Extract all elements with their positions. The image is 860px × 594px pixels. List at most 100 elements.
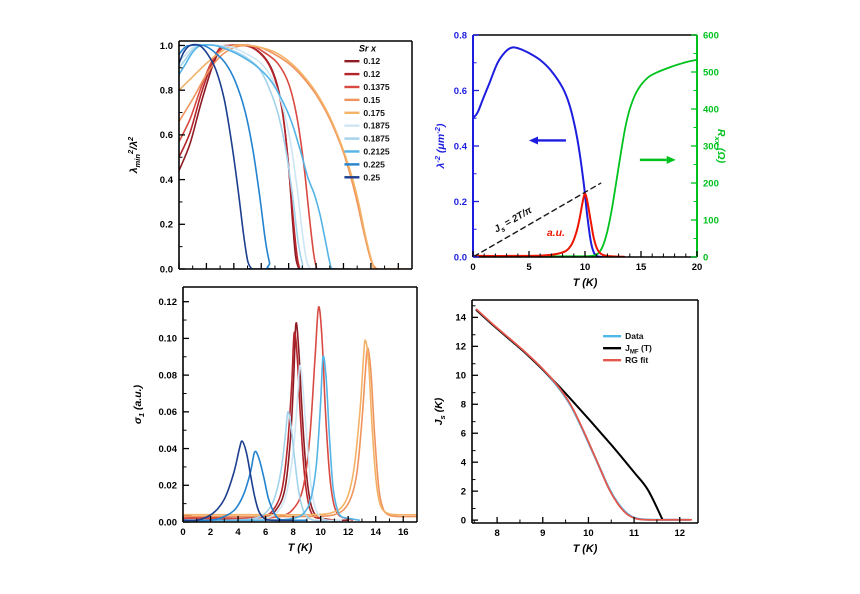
tick-label: 0.00 bbox=[159, 517, 178, 528]
series-lambda-inverse-squared bbox=[473, 46, 604, 257]
series-0.225 bbox=[183, 450, 308, 522]
tick-label: 16 bbox=[398, 527, 409, 538]
series-0.225 bbox=[179, 44, 338, 269]
y-axis-label: λ-2 (μm-2) bbox=[433, 123, 447, 169]
legend-item-label: 0.225 bbox=[363, 159, 385, 169]
series-sigma1-peak-au bbox=[473, 192, 626, 257]
annotation-text: a.u. bbox=[547, 227, 565, 239]
tick-label: 0.0 bbox=[160, 264, 173, 275]
ticks-and-labels: 0 5 10 15 20 0.0 0.2 0.4 0.6 0.8 0 100 200 300 400 500 6… bbox=[454, 30, 719, 273]
tick-label: 10 bbox=[583, 528, 594, 539]
tick-label: 0.06 bbox=[159, 407, 178, 418]
tick-label: 300 bbox=[703, 141, 719, 152]
annotation-text: Js = 2T/π bbox=[492, 204, 535, 236]
legend-item-label: RG fit bbox=[625, 355, 648, 365]
series-BKT-criterion-line bbox=[473, 182, 602, 257]
tick-label: 0 bbox=[703, 252, 708, 263]
tick-label: 1.0 bbox=[160, 41, 173, 52]
series-0.1375 bbox=[183, 306, 354, 521]
series-group bbox=[183, 306, 417, 522]
tick-label: 0.4 bbox=[454, 141, 468, 152]
series-0.2125 bbox=[183, 355, 360, 522]
tick-label: 4 bbox=[235, 527, 241, 538]
legend-item-label: 0.1875 bbox=[363, 134, 390, 144]
tick-label: 0 bbox=[461, 515, 466, 526]
tick-label: 100 bbox=[703, 215, 719, 226]
tick-label: 14 bbox=[370, 527, 381, 538]
x-axis-label: T (K) bbox=[573, 543, 598, 555]
series-0.175 bbox=[179, 44, 412, 269]
tick-label: 0.2 bbox=[160, 220, 173, 231]
tick-label: 0 bbox=[470, 262, 475, 273]
series-0.25 bbox=[179, 43, 331, 269]
tick-label: 0.12 bbox=[159, 297, 178, 308]
tick-label: 0.08 bbox=[159, 370, 178, 381]
tick-label: 600 bbox=[703, 30, 719, 41]
legend: Data JMF (T)RG fit bbox=[603, 331, 652, 365]
tick-label: 0.10 bbox=[159, 334, 178, 345]
tick-label: 12 bbox=[455, 342, 466, 353]
tick-label: 8 bbox=[494, 528, 499, 539]
tick-label: 0.02 bbox=[159, 481, 178, 492]
panel-c-sigma1-plot: 0 2 4 6 8 10 12 14 16 0.00 0.02 0.04 0.06 0.08 0.10 0.1… bbox=[132, 286, 418, 554]
tick-label: 0.8 bbox=[160, 85, 173, 96]
tick-label: 10 bbox=[455, 371, 466, 382]
tick-label: 4 bbox=[461, 457, 467, 468]
tick-label: 11 bbox=[629, 528, 640, 539]
tick-label: 0.8 bbox=[454, 30, 467, 41]
tick-label: 2 bbox=[461, 486, 466, 497]
tick-label: 0.2 bbox=[454, 197, 467, 208]
x-axis-label: T (K) bbox=[288, 542, 313, 554]
legend-item-label: 0.12 bbox=[363, 56, 380, 66]
tick-label: 500 bbox=[703, 67, 719, 78]
tick-label: 10 bbox=[315, 527, 326, 538]
series-group bbox=[473, 46, 697, 257]
legend-item-label: 0.25 bbox=[363, 172, 380, 182]
series-0.1875 bbox=[183, 410, 329, 522]
tick-label: 5 bbox=[526, 262, 532, 273]
x-axis-label: T (K) bbox=[573, 277, 598, 289]
series-Rxx-resistance bbox=[473, 58, 697, 257]
tick-label: 0 bbox=[180, 527, 185, 538]
series-J_{MF} (T) bbox=[475, 309, 664, 521]
tick-label: 0.4 bbox=[160, 175, 174, 186]
y-axis-label: σ1 (a.u.) bbox=[132, 384, 146, 424]
tick-label: 0.6 bbox=[160, 130, 173, 141]
tick-label: 6 bbox=[461, 429, 466, 440]
tick-label: 400 bbox=[703, 104, 719, 115]
series-0.25 bbox=[183, 440, 294, 522]
tick-label: 6 bbox=[263, 527, 268, 538]
series-0.1875 bbox=[183, 364, 343, 522]
y-axis-label: λmin2/λ2 bbox=[126, 136, 142, 174]
panel-d-superfluid-stiffness-plot: 8 9 10 11 12 0 2 4 6 8 10 12 14 T (K) Js (K) Data JMF (T… bbox=[433, 299, 699, 555]
series-group bbox=[179, 43, 412, 269]
y2-axis-label: Rxx (Ω) bbox=[713, 129, 727, 164]
legend-item-label: 0.1875 bbox=[363, 121, 390, 131]
series-0.1875 bbox=[179, 44, 345, 269]
tick-label: 10 bbox=[580, 262, 591, 273]
legend-item-label: JMF (T) bbox=[625, 343, 652, 355]
legend-item-label: 0.12 bbox=[363, 69, 380, 79]
tick-label: 200 bbox=[703, 178, 719, 189]
annotation-arrow bbox=[639, 155, 676, 164]
legend: Sr x 0.12 0.12 0.1375 0.15 0.175 0.1875 0.1875 0… bbox=[344, 43, 390, 182]
legend-item-label: 0.15 bbox=[363, 95, 380, 105]
ticks-and-labels: 0.0 0.2 0.4 0.6 0.8 1.0 bbox=[160, 41, 413, 275]
legend-item-label: 0.2125 bbox=[363, 146, 390, 156]
tick-label: 8 bbox=[290, 527, 295, 538]
tick-label: 2 bbox=[208, 527, 213, 538]
annotation-arrow bbox=[529, 136, 566, 145]
series-0.175 bbox=[183, 339, 417, 516]
tick-label: 8 bbox=[461, 400, 466, 411]
tick-label: 20 bbox=[692, 262, 703, 273]
tick-label: 14 bbox=[455, 313, 466, 324]
legend-item-label: Data bbox=[625, 331, 644, 341]
series-Data bbox=[475, 309, 690, 521]
series-RG fit bbox=[475, 308, 693, 521]
legend-item-label: 0.175 bbox=[363, 108, 385, 118]
tick-label: 0.6 bbox=[454, 86, 467, 97]
series-group bbox=[475, 308, 693, 521]
series-0.1375 bbox=[179, 44, 352, 269]
